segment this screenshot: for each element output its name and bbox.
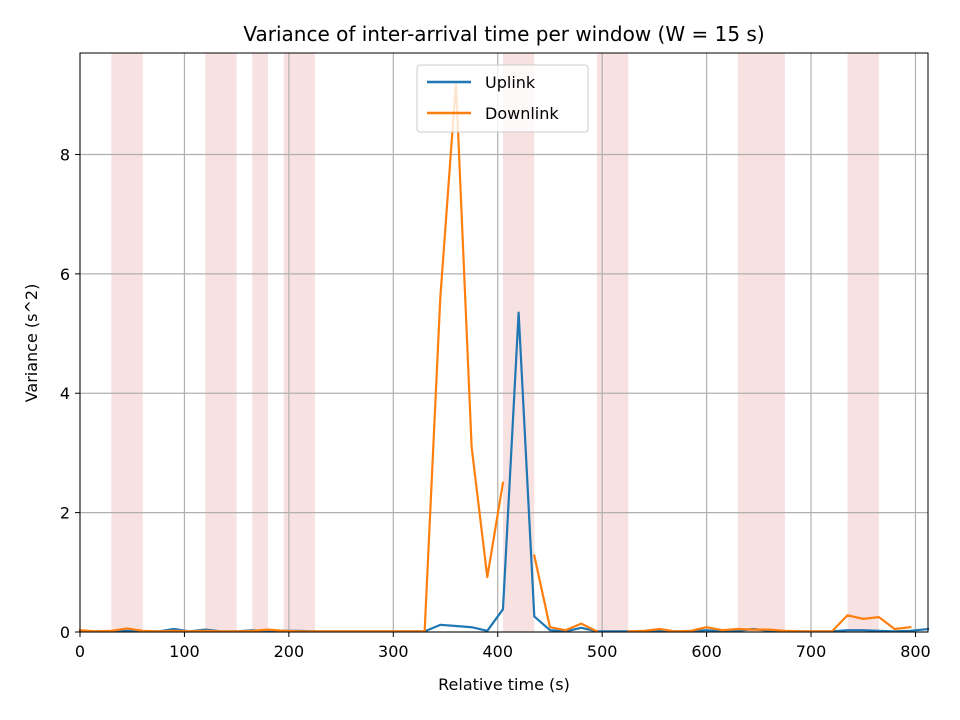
x-tick-label: 300 (378, 642, 409, 661)
x-tick-label: 600 (691, 642, 722, 661)
y-axis-title: Variance (s^2) (22, 284, 41, 403)
shaded-interval-0 (111, 53, 143, 632)
y-tick-label: 6 (60, 265, 70, 284)
x-tick-label: 800 (900, 642, 931, 661)
legend: Uplink Downlink (416, 64, 589, 133)
x-axis-title: Relative time (s) (438, 675, 570, 694)
shaded-interval-7 (847, 53, 879, 632)
x-tick-label: 200 (274, 642, 305, 661)
series-lines (78, 81, 930, 633)
series-line-downlink-segment-2 (627, 614, 912, 633)
x-tick-label: 400 (482, 642, 513, 661)
y-axis-ticks: 0 2 4 6 8 (60, 145, 80, 642)
x-tick-label: 100 (169, 642, 200, 661)
y-tick-label: 2 (60, 504, 70, 523)
x-tick-label: 500 (587, 642, 618, 661)
shaded-interval-6 (737, 53, 785, 632)
y-tick-label: 0 (60, 623, 70, 642)
y-tick-label: 4 (60, 384, 70, 403)
shaded-interval-2 (252, 53, 268, 632)
chart-title: Variance of inter-arrival time per windo… (243, 22, 764, 46)
y-tick-label: 8 (60, 145, 70, 164)
x-axis-ticks: 0 100 200 300 400 500 600 700 800 (75, 632, 931, 661)
x-tick-label: 0 (75, 642, 85, 661)
x-tick-label: 700 (796, 642, 827, 661)
series-line-downlink-segment-0 (78, 81, 505, 633)
plot-frame (79, 52, 929, 633)
legend-label-downlink: Downlink (485, 104, 559, 123)
legend-label-uplink: Uplink (485, 73, 536, 92)
shaded-interval-1 (205, 53, 237, 632)
series-line-downlink-segment-1 (532, 554, 599, 633)
